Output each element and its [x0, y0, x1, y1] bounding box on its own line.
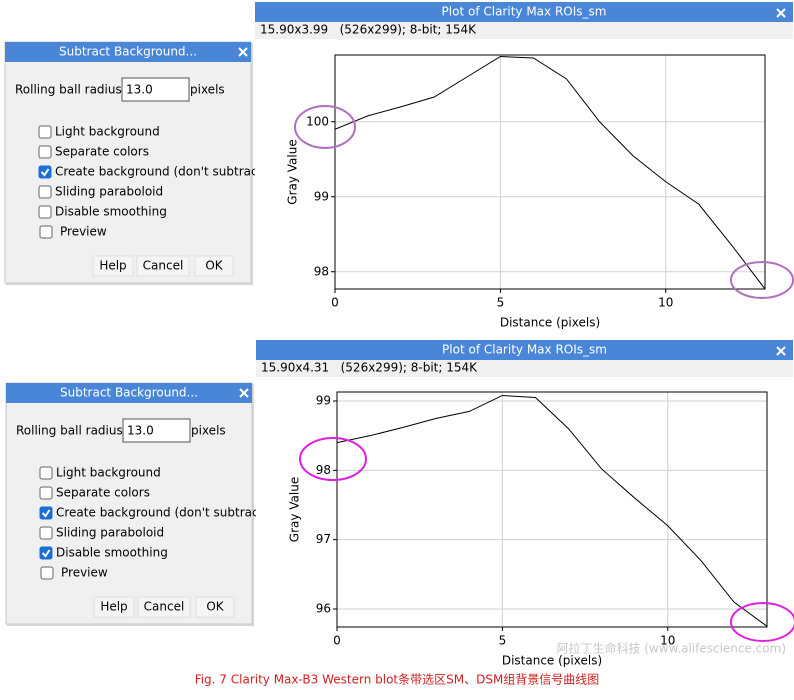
- radius-label: Rolling ball radius:: [16, 424, 127, 438]
- checkbox[interactable]: [38, 145, 52, 159]
- plot-frame: [336, 391, 768, 628]
- radius-value: 13.0: [126, 83, 153, 97]
- button-label: OK: [206, 600, 224, 614]
- checkmark: [41, 509, 51, 518]
- button[interactable]: [136, 255, 190, 277]
- button[interactable]: [195, 596, 235, 618]
- checkbox[interactable]: [38, 125, 52, 139]
- x-tick-label: 5: [497, 296, 505, 310]
- profile-line: [336, 394, 768, 627]
- checkbox[interactable]: [39, 546, 53, 560]
- plot-title-bar: [255, 2, 793, 22]
- x-tick-label: 0: [333, 634, 341, 648]
- highlight-circle: [730, 261, 794, 299]
- checkbox[interactable]: [40, 566, 54, 580]
- y-tick-label: 99: [314, 189, 329, 203]
- button[interactable]: [92, 255, 134, 277]
- y-axis-label: Gray Value: [286, 139, 300, 204]
- checkmark: [40, 168, 50, 177]
- button-label: Help: [99, 259, 126, 273]
- plot-title: Plot of Clarity Max ROIs_sm: [442, 5, 607, 19]
- profile-line: [334, 55, 766, 290]
- checkbox-label: Disable smoothing: [56, 546, 168, 560]
- checkbox-label: Disable smoothing: [55, 205, 167, 219]
- radius-value: 13.0: [127, 424, 154, 438]
- x-axis-label: Distance (pixels): [502, 654, 602, 668]
- checkbox[interactable]: [38, 165, 52, 179]
- plot-frame: [334, 54, 766, 290]
- dialog-title: Subtract Background...: [59, 45, 197, 59]
- x-tick-label: 5: [499, 634, 507, 648]
- button-label: Help: [100, 600, 127, 614]
- y-tick-label: 99: [316, 394, 331, 408]
- y-axis-label: Gray Value: [288, 477, 302, 542]
- button[interactable]: [194, 255, 234, 277]
- close-icon: [776, 346, 786, 356]
- checkbox-label: Light background: [56, 466, 161, 480]
- checkbox[interactable]: [39, 466, 53, 480]
- checkbox[interactable]: [39, 506, 53, 520]
- button-label: Cancel: [143, 259, 184, 273]
- plot-title: Plot of Clarity Max ROIs_sm: [442, 343, 607, 357]
- x-tick-label: 10: [660, 634, 675, 648]
- close-icon: [238, 47, 248, 57]
- checkbox-label: Sliding paraboloid: [56, 526, 164, 540]
- y-tick-label: 100: [306, 114, 329, 128]
- plot-info: 15.90x3.99 (526x299); 8-bit; 154K: [260, 23, 477, 37]
- radius-label: Rolling ball radius:: [15, 83, 126, 97]
- checkbox-label: Separate colors: [55, 145, 149, 159]
- checkbox-label: Light background: [55, 125, 160, 139]
- plot-window: [256, 340, 793, 670]
- dialog-title-bar: [5, 42, 251, 62]
- checkbox-label: Preview: [60, 225, 107, 239]
- button[interactable]: [137, 596, 191, 618]
- info-bar: [256, 360, 793, 377]
- highlight-circle: [730, 602, 794, 642]
- y-tick-label: 98: [316, 463, 331, 477]
- dialog-title: Subtract Background...: [60, 386, 198, 400]
- watermark: 阿拉丁生命科技 (www.alifescience.com): [556, 641, 786, 656]
- y-tick-label: 98: [314, 264, 329, 278]
- close-button[interactable]: [239, 388, 249, 398]
- checkbox-label: Create background (don't subtract): [56, 506, 268, 520]
- checkbox[interactable]: [39, 486, 53, 500]
- close-icon: [776, 8, 786, 18]
- close-icon: [239, 388, 249, 398]
- y-tick-label: 97: [316, 532, 331, 546]
- checkbox-label: Create background (don't subtract): [55, 165, 267, 179]
- close-button[interactable]: [776, 8, 786, 18]
- radius-input[interactable]: [121, 77, 190, 102]
- caption: Fig. 7 Clarity Max-B3 Western blot条带选区SM…: [195, 673, 600, 687]
- checkmark: [41, 549, 51, 558]
- button-label: OK: [205, 259, 223, 273]
- checkbox[interactable]: [38, 185, 52, 199]
- plot-title-bar: [256, 340, 793, 360]
- close-button[interactable]: [238, 47, 248, 57]
- checkbox-label: Separate colors: [56, 486, 150, 500]
- checkbox-label: Preview: [61, 566, 108, 580]
- y-tick-label: 96: [316, 601, 331, 615]
- button[interactable]: [93, 596, 135, 618]
- plot-window: [255, 2, 793, 332]
- x-axis-label: Distance (pixels): [500, 316, 600, 330]
- checkbox[interactable]: [39, 225, 53, 239]
- info-bar: [255, 22, 793, 39]
- highlight-circle: [299, 437, 367, 481]
- checkbox-label: Sliding paraboloid: [55, 185, 163, 199]
- close-button[interactable]: [776, 346, 786, 356]
- x-tick-label: 10: [658, 296, 673, 310]
- dialog-title-bar: [6, 383, 252, 403]
- button-label: Cancel: [144, 600, 185, 614]
- checkbox[interactable]: [38, 205, 52, 219]
- highlight-circle: [294, 105, 356, 149]
- radius-input[interactable]: [122, 418, 191, 443]
- radius-unit: pixels: [191, 424, 226, 438]
- radius-unit: pixels: [190, 83, 225, 97]
- checkbox[interactable]: [39, 526, 53, 540]
- x-tick-label: 0: [331, 296, 339, 310]
- plot-info: 15.90x4.31 (526x299); 8-bit; 154K: [261, 361, 478, 375]
